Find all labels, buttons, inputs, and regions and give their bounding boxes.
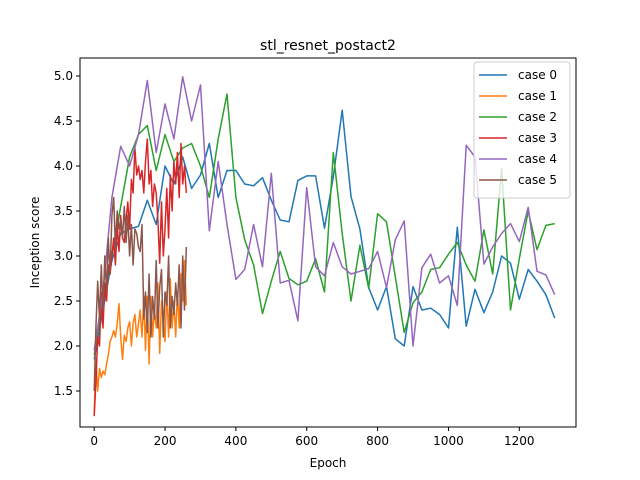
y-axis-label: Inception score	[28, 197, 42, 289]
legend-label: case 1	[518, 89, 557, 103]
legend-label: case 5	[518, 173, 557, 187]
y-tick-label: 2.5	[54, 294, 73, 308]
legend-label: case 0	[518, 68, 557, 82]
y-axis: 1.5 2.0 2.5 3.0 3.5 4.0 4.5 5.0	[54, 69, 80, 398]
y-tick-label: 1.5	[54, 384, 73, 398]
x-tick-label: 1200	[504, 434, 535, 448]
chart-title: stl_resnet_postact2	[260, 38, 396, 54]
legend-label: case 4	[518, 152, 557, 166]
y-tick-label: 2.0	[54, 339, 73, 353]
series-line-case-2	[93, 93, 555, 356]
x-tick-label: 600	[295, 434, 318, 448]
x-tick-label: 1000	[433, 434, 464, 448]
series-line-case-5	[93, 196, 188, 392]
x-tick-label: 0	[90, 434, 98, 448]
plot-frame	[79, 57, 577, 428]
legend: case 0 case 1 case 2 case 3 case 4 case 5	[473, 61, 571, 199]
y-tick-label: 3.5	[54, 204, 73, 218]
series-line-case-1	[93, 259, 188, 414]
x-tick-label: 800	[366, 434, 389, 448]
x-axis: 0 200 400 600 800 1000 1200	[90, 427, 535, 448]
x-tick-label: 400	[224, 434, 247, 448]
legend-label: case 2	[518, 110, 557, 124]
y-tick-label: 4.0	[54, 159, 73, 173]
y-tick-label: 3.0	[54, 249, 73, 263]
legend-label: case 3	[518, 131, 557, 145]
x-tick-label: 200	[154, 434, 177, 448]
x-axis-label: Epoch	[310, 456, 347, 470]
y-tick-label: 5.0	[54, 69, 73, 83]
y-tick-label: 4.5	[54, 114, 73, 128]
